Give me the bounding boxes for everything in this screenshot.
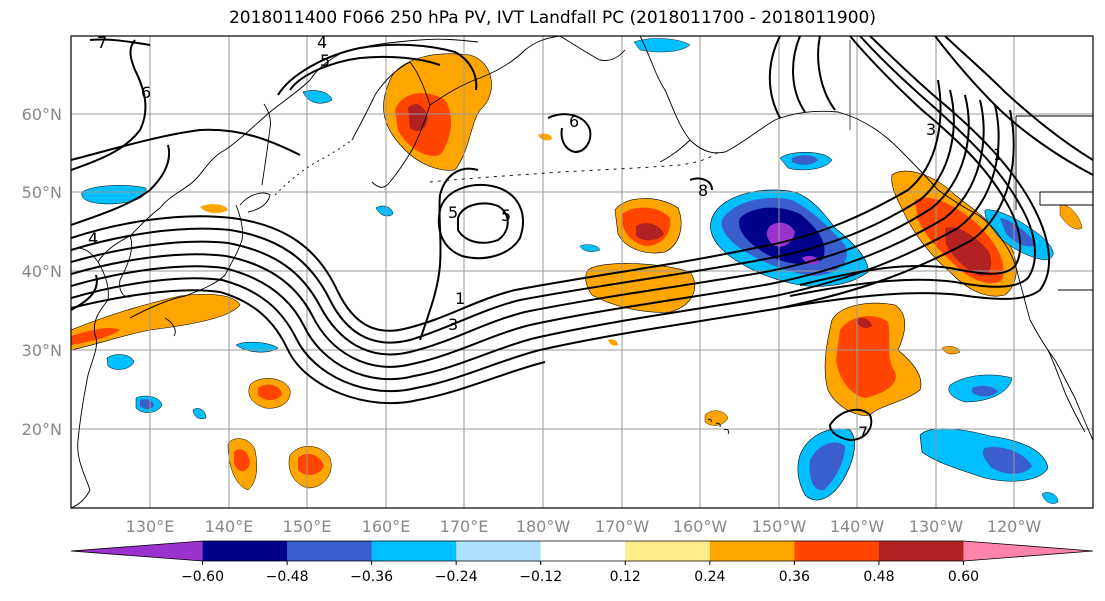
lon-label: 140°W [830,517,885,536]
lon-label: 150°E [283,517,332,536]
contour-label: 8 [698,181,708,200]
colorbar-tick-label: 0.24 [694,569,725,585]
contour-label: 7 [97,33,107,52]
lon-label: 170°E [440,517,489,536]
colorbar-tick-label: 0.60 [948,569,979,585]
longitude-labels: 130°E 140°E 150°E 160°E 170°E 180°W 170°… [126,517,1042,536]
lon-label: 170°W [595,517,650,536]
pv-contours [71,36,1093,442]
map-title: 2018011400 F066 250 hPa PV, IVT Landfall… [228,8,876,28]
lon-label: 130°E [126,517,175,536]
contour-label: 4 [88,229,98,248]
graticule [71,36,1093,508]
lat-label: 60°N [22,105,62,124]
contour-label: 5 [448,203,458,222]
colorbar-swatch [71,541,203,561]
colorbar-swatch [963,541,1093,561]
colorbar-swatch [625,541,711,561]
latitude-labels: 60°N 50°N 40°N 30°N 20°N [22,105,62,439]
contour-label: 7 [858,423,868,442]
colorbar-swatch [709,541,795,561]
contour-label: 6 [141,83,151,102]
map-frame [70,35,1094,509]
colorbar-tick-label: −0.12 [519,569,562,585]
contour-label: 4 [317,33,327,52]
lat-label: 20°N [22,420,62,439]
lon-label: 180°W [516,517,571,536]
contour-label: 1 [455,289,465,308]
colorbar-swatch [287,541,373,561]
lon-label: 160°W [673,517,728,536]
colorbar-tick-label: −0.24 [435,569,478,585]
colorbar: −0.60 −0.48 −0.36 −0.24 −0.12 0.12 0.24 0.36 0.4… [70,540,1094,585]
colorbar-swatch [878,541,964,561]
contour-label: 1 [993,145,1003,164]
lon-label: 160°E [362,517,411,536]
lon-label: 130°W [909,517,964,536]
colorbar-tick-label: −0.36 [350,569,393,585]
colorbar-tick-label: 0.12 [610,569,641,585]
colorbar-swatch [540,541,626,561]
lon-label: 140°E [205,517,254,536]
contour-label: 6 [569,112,579,131]
contour-label: 5 [501,206,511,225]
lon-label: 150°W [752,517,807,536]
lat-label: 40°N [22,262,62,281]
colorbar-swatch [202,541,288,561]
lat-label: 30°N [22,341,62,360]
colorbar-swatch [371,541,457,561]
contour-labels: 4 5 6 7 5 6 8 4 5 1 3 1 3 7 [88,33,1003,442]
colorbar-tick-label: 0.48 [863,569,894,585]
contour-label: 3 [448,315,458,334]
colorbar-tick-label: −0.48 [266,569,309,585]
lon-label: 120°W [987,517,1042,536]
colorbar-tick-label: −0.60 [181,569,224,585]
contour-label: 3 [926,120,936,139]
contour-label: 5 [320,51,330,70]
lat-label: 50°N [22,183,62,202]
colorbar-tick-label: 0.36 [779,569,810,585]
colorbar-swatch [794,541,880,561]
colorbar-swatch [456,541,542,561]
